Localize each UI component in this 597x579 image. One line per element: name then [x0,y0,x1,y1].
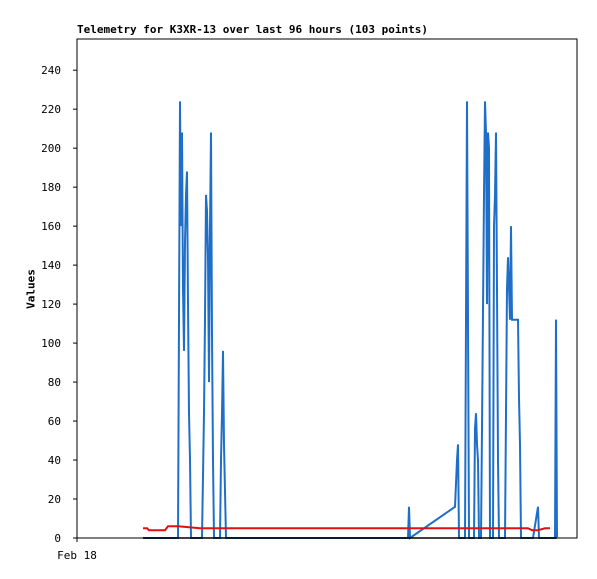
y-tick-label: 220 [41,103,61,116]
y-tick-label: 0 [54,532,61,545]
y-tick-label: 80 [48,376,61,389]
y-tick-label: 160 [41,220,61,233]
y-tick-label: 120 [41,298,61,311]
y-tick-label: 40 [48,454,61,467]
y-tick-label: 20 [48,493,61,506]
y-tick-label: 100 [41,337,61,350]
y-tick-label: 60 [48,415,61,428]
y-tick-label: 180 [41,181,61,194]
y-tick-label: 200 [41,142,61,155]
series-layer [143,101,558,540]
plot-frame [76,38,578,539]
y-tick-label: 240 [41,64,61,77]
y-tick-label: 140 [41,259,61,272]
chart-title: Telemetry for K3XR-13 over last 96 hours… [77,23,428,36]
series-line-2 [143,525,550,532]
y-axis: 0 20 40 60 80 100 120 140 160 180 200 220 240 [41,64,77,545]
x-axis: Feb 18 [57,538,97,562]
series-line-1 [143,101,558,540]
x-tick-label: Feb 18 [57,549,97,562]
